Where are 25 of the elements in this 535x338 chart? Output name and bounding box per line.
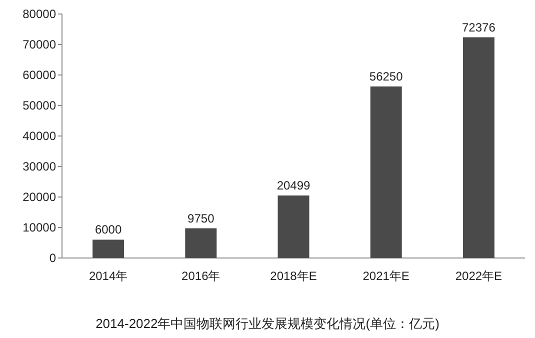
- y-tick-label: 0: [49, 251, 56, 265]
- y-tick-label: 20000: [22, 190, 56, 204]
- y-tick-label: 80000: [22, 7, 56, 21]
- y-tick-label: 10000: [22, 220, 56, 234]
- data-label: 20499: [276, 178, 311, 192]
- x-tick-label: 2014年: [88, 269, 128, 283]
- y-tick-label: 60000: [22, 68, 56, 82]
- data-label: 72376: [462, 20, 496, 34]
- bar: [185, 228, 217, 258]
- x-tick-label: 2018年E: [270, 269, 317, 283]
- data-label: 56250: [369, 69, 404, 84]
- y-tick-label: 70000: [22, 38, 56, 52]
- bar: [278, 195, 310, 258]
- y-tick-label: 40000: [22, 129, 56, 143]
- bar: [92, 240, 124, 258]
- y-tick-label: 30000: [22, 160, 56, 174]
- x-tick-label: 2021年E: [362, 269, 410, 283]
- y-tick-label: 50000: [22, 98, 56, 112]
- data-label: 9750: [188, 211, 215, 226]
- x-tick-label: 2022年E: [455, 269, 502, 283]
- bar: [462, 37, 494, 258]
- x-tick-label: 2016年: [182, 269, 220, 283]
- bar: [370, 86, 402, 258]
- data-label: 6000: [94, 222, 122, 237]
- text: 2014-2022年中国物联网行业发展规模变化情况(单位：亿元): [96, 316, 440, 331]
